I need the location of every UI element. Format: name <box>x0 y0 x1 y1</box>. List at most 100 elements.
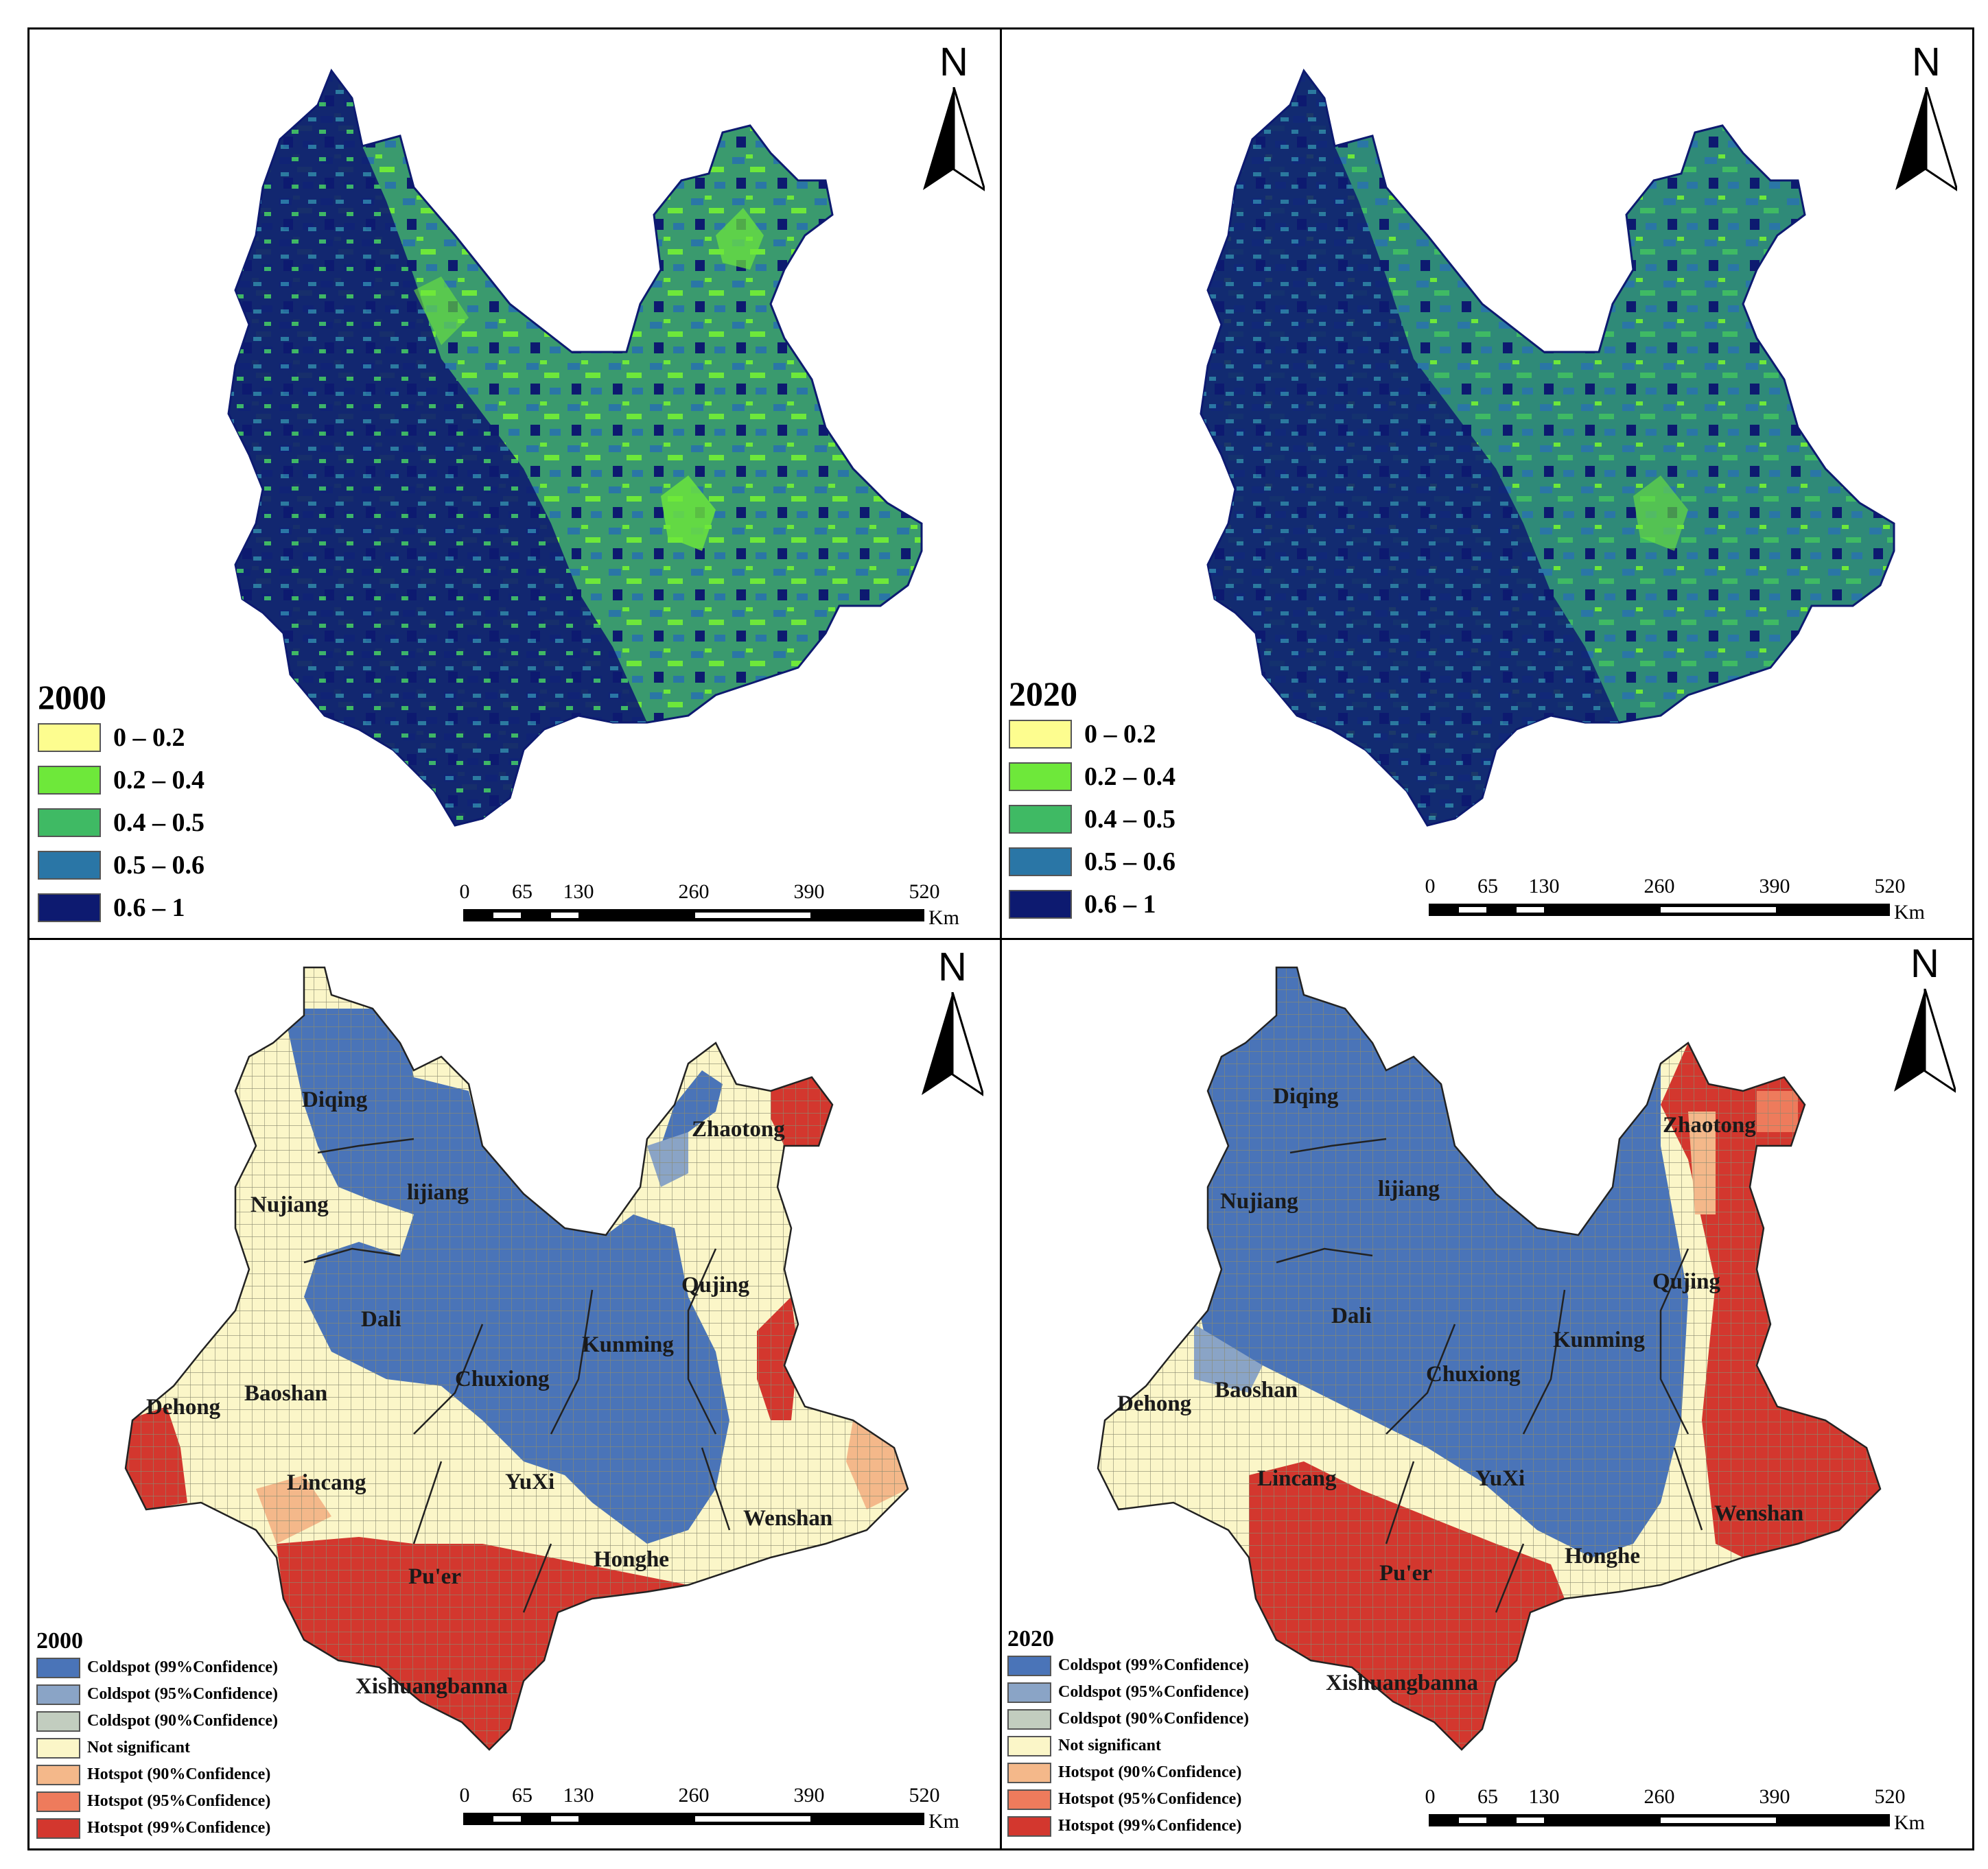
legend-swatch <box>1007 1789 1051 1810</box>
legend-label: Hotspot (99%Confidence) <box>87 1819 271 1837</box>
legend-label: 0 – 0.2 <box>113 723 185 752</box>
legend-item: Hotspot (90%Confidence) <box>1007 1759 1249 1786</box>
scale-tick: 0 <box>459 880 470 903</box>
panel-hot-2020: Diqing Zhaotong lijiang Nujiang Qujing D… <box>1000 938 1974 1850</box>
legend-swatch <box>36 1737 80 1759</box>
legend-item: Coldspot (90%Confidence) <box>1007 1706 1249 1732</box>
legend-item: Coldspot (95%Confidence) <box>36 1681 278 1708</box>
scale-unit: Km <box>1894 1811 1925 1834</box>
scale-tick: 520 <box>909 1784 940 1807</box>
city-label: Wenshan <box>743 1506 833 1531</box>
legend-item: 0.6 – 1 <box>1009 883 1176 926</box>
legend-label: Coldspot (95%Confidence) <box>1058 1683 1250 1701</box>
legend-item: Hotspot (95%Confidence) <box>1007 1786 1249 1813</box>
legend-swatch <box>38 851 101 880</box>
north-label: N <box>939 40 968 84</box>
legend-swatch <box>1007 1655 1051 1676</box>
legend-swatch <box>1007 1762 1051 1783</box>
legend-item: 0.5 – 0.6 <box>1009 841 1176 883</box>
scale-tick: 65 <box>512 880 533 903</box>
legend-label: Not significant <box>87 1739 190 1756</box>
scale-bar: 0 65 130 260 390 520 Km <box>1425 1785 1926 1834</box>
scale-bar: 0 65 130 260 390 520 Km <box>1425 875 1926 924</box>
province-map-2000 <box>227 68 923 827</box>
legend-swatch <box>38 766 101 795</box>
city-label: Nujiang <box>250 1192 329 1217</box>
city-label: Baoshan <box>244 1381 328 1406</box>
scale-unit: Km <box>928 1810 959 1833</box>
city-label: Zhaotong <box>692 1117 785 1142</box>
city-label: Diqing <box>302 1088 368 1112</box>
legend-label: Not significant <box>1058 1737 1161 1754</box>
city-label: Baoshan <box>1215 1378 1298 1402</box>
north-arrow: N <box>1887 943 1963 1101</box>
province-boundary <box>124 966 909 1751</box>
scale-tick: 130 <box>1528 1785 1560 1808</box>
value-legend: 2000 0 – 0.2 0.2 – 0.4 0.4 – 0.5 0.5 – 0… <box>38 678 204 929</box>
panel-hot-2000: Diqing Zhaotong lijiang Nujiang Qujing D… <box>27 938 1002 1850</box>
city-label: Xishuangbanna <box>355 1674 508 1699</box>
legend-item: 0.4 – 0.5 <box>1009 798 1176 841</box>
dark-west-region <box>229 71 647 825</box>
legend-swatch <box>1009 720 1072 749</box>
north-arrow: N <box>915 947 990 1105</box>
legend-label: 0.4 – 0.5 <box>113 808 204 837</box>
city-label: Pu'er <box>1379 1561 1432 1586</box>
legend-label: Hotspot (90%Confidence) <box>1058 1763 1242 1781</box>
north-arrow-icon <box>923 87 985 191</box>
legend-item: 0.6 – 1 <box>38 886 204 929</box>
light-patch <box>661 475 716 551</box>
scale-tick: 520 <box>909 880 940 903</box>
north-label: N <box>1912 40 1941 84</box>
city-label: Kunming <box>1553 1328 1645 1352</box>
legend-item: Coldspot (99%Confidence) <box>1007 1652 1249 1679</box>
legend-swatch <box>36 1684 80 1705</box>
legend-label: 0.5 – 0.6 <box>113 851 204 880</box>
boundaries <box>124 966 909 1751</box>
hotspot-map-2020 <box>1097 966 1882 1751</box>
legend-label: Coldspot (90%Confidence) <box>87 1712 279 1730</box>
legend-label: Coldspot (99%Confidence) <box>1058 1656 1250 1674</box>
legend-swatch <box>1009 890 1072 919</box>
city-label: Honghe <box>1565 1544 1641 1568</box>
city-label: Dehong <box>146 1395 221 1420</box>
legend-year: 2000 <box>36 1628 83 1654</box>
scale-unit: Km <box>928 906 959 929</box>
north-label: N <box>1910 941 1939 986</box>
legend-swatch <box>36 1711 80 1732</box>
legend-label: 0.5 – 0.6 <box>1084 847 1176 876</box>
legend-item: 0.5 – 0.6 <box>38 844 204 886</box>
legend-label: Hotspot (95%Confidence) <box>1058 1790 1242 1808</box>
scale-tick: 0 <box>459 1784 470 1807</box>
scale-tick: 390 <box>793 880 825 903</box>
scale-tick: 260 <box>1644 1785 1675 1808</box>
hotspot-legend: 2020 Coldspot (99%Confidence) Coldspot (… <box>1007 1626 1249 1839</box>
city-label: Nujiang <box>1220 1189 1298 1214</box>
scale-tick: 65 <box>1477 1785 1498 1808</box>
city-label: Honghe <box>594 1547 670 1572</box>
scale-bar-graphic <box>463 1813 924 1825</box>
city-label: Zhaotong <box>1663 1113 1756 1138</box>
city-label: lijiang <box>1378 1177 1440 1201</box>
scale-tick: 260 <box>1644 875 1675 897</box>
city-label: Chuxiong <box>455 1367 550 1391</box>
scale-tick: 0 <box>1425 875 1436 897</box>
scale-tick: 520 <box>1874 1785 1906 1808</box>
legend-swatch <box>1009 847 1072 876</box>
legend-year: 2000 <box>38 678 106 716</box>
scale-tick: 520 <box>1874 875 1906 897</box>
scale-tick: 65 <box>512 1784 533 1807</box>
province-boundary <box>1097 966 1882 1751</box>
scale-bar-graphic <box>1429 904 1890 916</box>
panel-es-2020: N 2020 0 – 0.2 0.2 – 0.4 0.4 – 0.5 0.5 –… <box>1000 27 1974 940</box>
city-label: Kunming <box>582 1332 674 1357</box>
north-arrow-icon <box>1895 87 1957 191</box>
legend-swatch <box>38 893 101 922</box>
legend-item: Hotspot (95%Confidence) <box>36 1788 278 1815</box>
city-label: Lincang <box>287 1470 366 1495</box>
city-label: Qujing <box>681 1273 750 1297</box>
scale-tick: 260 <box>678 880 710 903</box>
scale-tick: 130 <box>563 880 594 903</box>
scale-tick: 130 <box>1528 875 1560 897</box>
legend-item: 0.4 – 0.5 <box>38 801 204 844</box>
